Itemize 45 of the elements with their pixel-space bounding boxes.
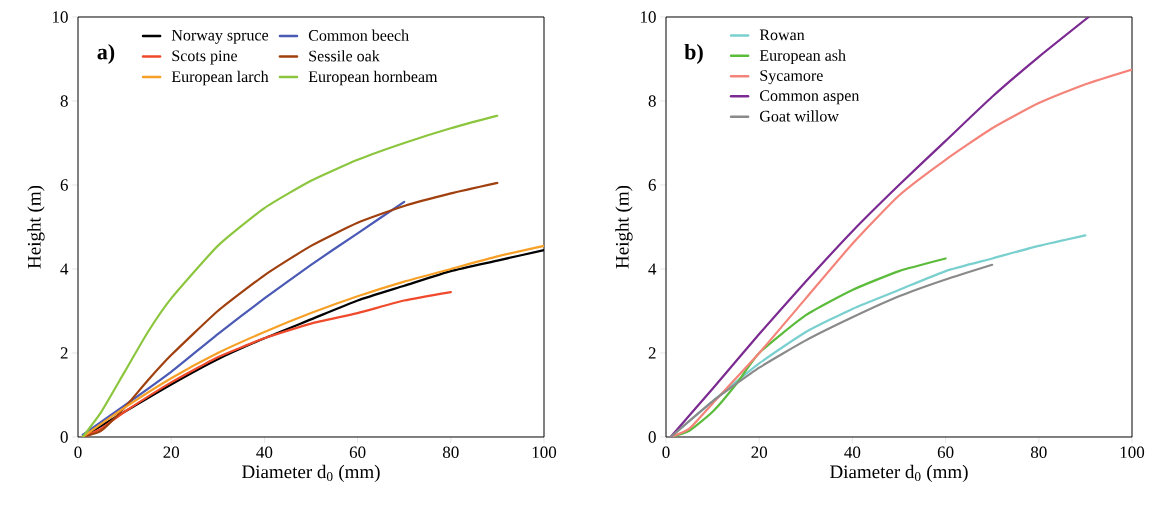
y-axis-title: Height (m) <box>615 185 633 269</box>
x-tick-label: 60 <box>349 446 366 458</box>
x-tick-label: 100 <box>1120 446 1145 458</box>
x-tick-label: 100 <box>532 446 557 458</box>
y-tick-label: 10 <box>640 11 656 23</box>
legend-label: Common aspen <box>760 90 860 105</box>
y-tick-label: 4 <box>60 263 69 275</box>
line-series <box>81 200 406 436</box>
y-tick-label: 6 <box>648 179 656 191</box>
y-tick-label: 2 <box>60 347 68 359</box>
x-tick-label: 0 <box>74 446 82 458</box>
y-tick-label: 0 <box>60 431 68 443</box>
x-tick-label: 60 <box>937 446 954 458</box>
line-series <box>669 16 1090 437</box>
x-axis-title: Diameter d$_{0}$ (mm) <box>242 464 380 483</box>
y-tick-label: 10 <box>52 11 68 23</box>
x-tick-label: 80 <box>1030 446 1047 458</box>
legend-label: Scots pine <box>172 50 238 65</box>
y-tick-label: 2 <box>648 347 656 359</box>
y-tick-label: 4 <box>648 263 657 275</box>
x-tick-label: 0 <box>662 446 670 458</box>
text: a) <box>97 43 115 64</box>
legend-label: Sessile oak <box>309 50 380 62</box>
legend-label: Rowan <box>759 29 805 41</box>
line-series <box>669 263 994 437</box>
y-tick-label: 8 <box>60 95 68 107</box>
legend-label: European hornbeam <box>308 70 438 86</box>
legend-label: Norway spruce <box>171 29 269 44</box>
y-tick-label: 8 <box>648 95 656 107</box>
line-series <box>81 114 499 437</box>
y-axis-title: Height (m) <box>27 185 45 269</box>
legend-label: European ash <box>759 49 846 65</box>
y-tick-label: 6 <box>60 179 68 191</box>
x-tick-label: 20 <box>163 446 180 458</box>
legend-label: Common beech <box>308 29 409 41</box>
x-tick-label: 40 <box>844 446 861 458</box>
y-tick-label: 0 <box>648 431 656 443</box>
x-tick-label: 40 <box>256 446 273 458</box>
x-tick-label: 80 <box>442 446 459 458</box>
legend-label: Sycamore <box>760 70 823 85</box>
legend-label: European larch <box>171 70 269 86</box>
x-tick-label: 20 <box>751 446 768 458</box>
legend-label: Goat willow <box>760 110 839 122</box>
x-axis-title: Diameter d$_{0}$ (mm) <box>830 464 968 483</box>
text: b) <box>684 43 703 64</box>
